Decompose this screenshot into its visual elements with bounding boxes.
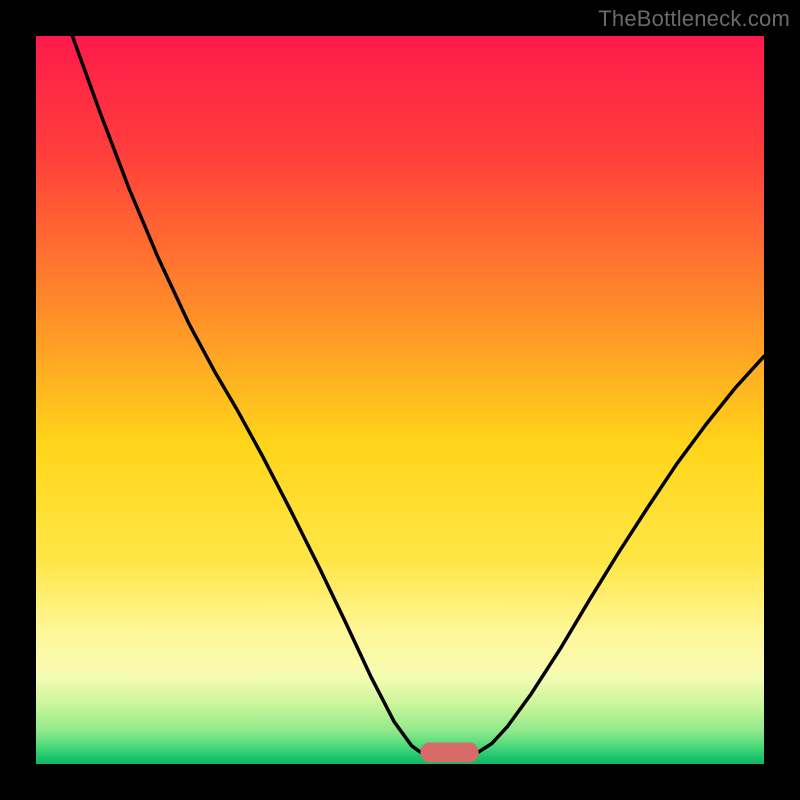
chart-root: { "watermark": { "text": "TheBottleneck.…: [0, 0, 800, 800]
gradient-background: [36, 36, 764, 764]
bottleneck-chart: [0, 0, 800, 800]
optimal-marker: [420, 743, 478, 763]
